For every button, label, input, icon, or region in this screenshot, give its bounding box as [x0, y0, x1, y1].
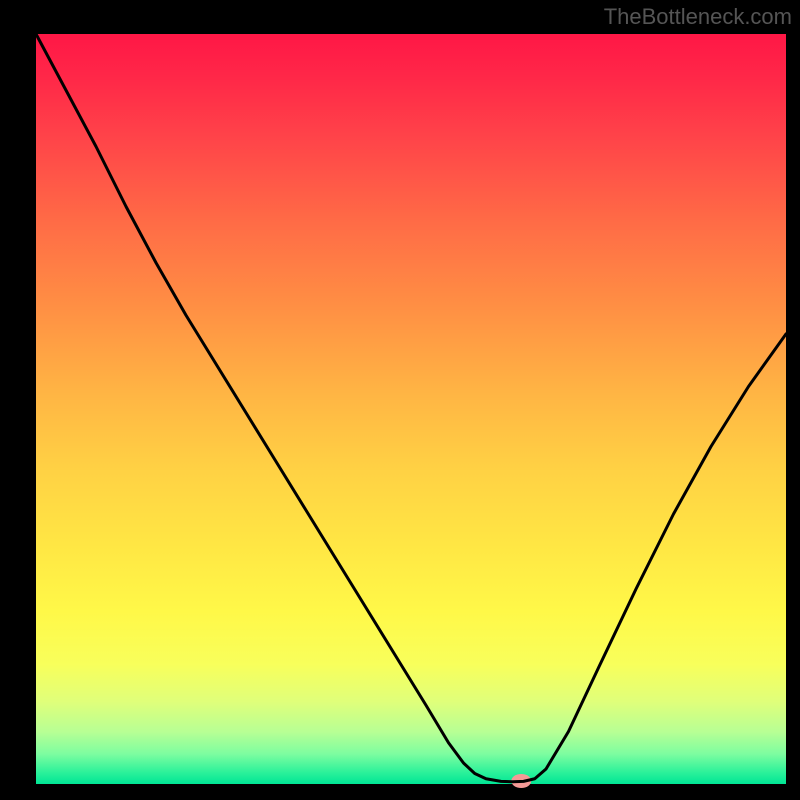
plot-area — [36, 34, 786, 784]
chart-frame: TheBottleneck.com — [0, 0, 800, 800]
bottleneck-chart — [0, 0, 800, 800]
